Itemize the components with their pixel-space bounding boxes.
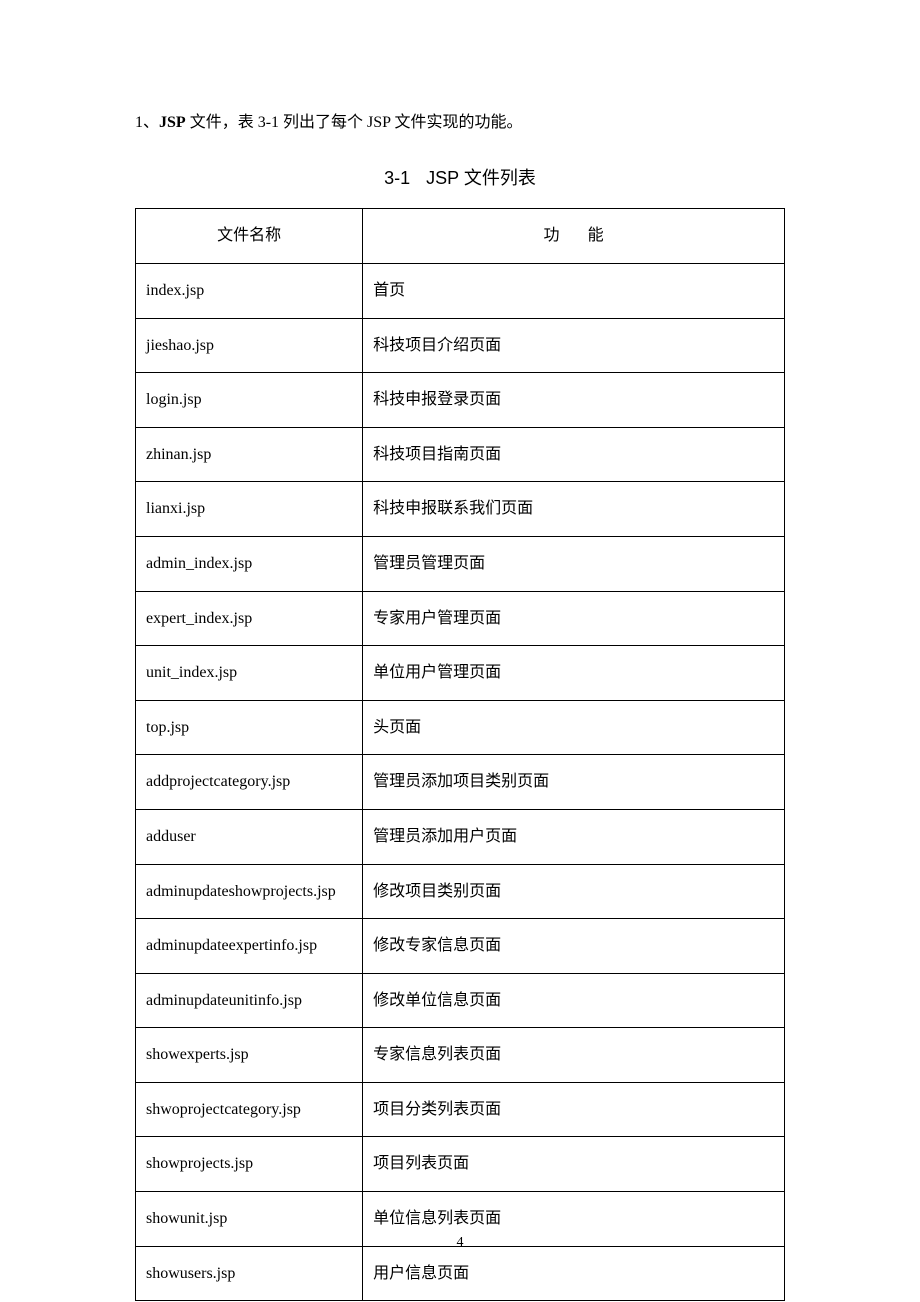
- cell-filename: jieshao.jsp: [136, 318, 363, 373]
- cell-filename: showprojects.jsp: [136, 1137, 363, 1192]
- table-row: lianxi.jsp科技申报联系我们页面: [136, 482, 785, 537]
- cell-filename: adminupdateexpertinfo.jsp: [136, 919, 363, 974]
- table-row: top.jsp头页面: [136, 700, 785, 755]
- cell-function: 项目分类列表页面: [363, 1082, 785, 1137]
- table-row: admin_index.jsp管理员管理页面: [136, 536, 785, 591]
- table-row: addprojectcategory.jsp管理员添加项目类别页面: [136, 755, 785, 810]
- table-row: adminupdateunitinfo.jsp修改单位信息页面: [136, 973, 785, 1028]
- table-row: showexperts.jsp专家信息列表页面: [136, 1028, 785, 1083]
- column-header-filename: 文件名称: [136, 209, 363, 264]
- cell-function: 修改项目类别页面: [363, 864, 785, 919]
- cell-filename: showusers.jsp: [136, 1246, 363, 1301]
- intro-text: 1、JSP 文件，表 3-1 列出了每个 JSP 文件实现的功能。: [135, 110, 785, 136]
- cell-filename: expert_index.jsp: [136, 591, 363, 646]
- cell-function: 管理员管理页面: [363, 536, 785, 591]
- cell-filename: showexperts.jsp: [136, 1028, 363, 1083]
- cell-function: 首页: [363, 263, 785, 318]
- cell-function: 单位用户管理页面: [363, 646, 785, 701]
- intro-prefix: 1、: [135, 114, 159, 131]
- cell-filename: adduser: [136, 809, 363, 864]
- jsp-files-table: 文件名称 功能 index.jsp首页jieshao.jsp科技项目介绍页面lo…: [135, 208, 785, 1301]
- cell-filename: top.jsp: [136, 700, 363, 755]
- cell-function: 管理员添加项目类别页面: [363, 755, 785, 810]
- cell-function: 用户信息页面: [363, 1246, 785, 1301]
- cell-function: 修改单位信息页面: [363, 973, 785, 1028]
- table-row: unit_index.jsp单位用户管理页面: [136, 646, 785, 701]
- cell-function: 项目列表页面: [363, 1137, 785, 1192]
- cell-function: 修改专家信息页面: [363, 919, 785, 974]
- page-number: 4: [0, 1232, 920, 1254]
- table-row: adminupdateexpertinfo.jsp修改专家信息页面: [136, 919, 785, 974]
- cell-filename: adminupdateunitinfo.jsp: [136, 973, 363, 1028]
- table-row: showusers.jsp用户信息页面: [136, 1246, 785, 1301]
- intro-rest: 文件，表 3-1 列出了每个 JSP 文件实现的功能。: [186, 114, 523, 131]
- table-header-row: 文件名称 功能: [136, 209, 785, 264]
- table-row: showprojects.jsp项目列表页面: [136, 1137, 785, 1192]
- table-row: expert_index.jsp专家用户管理页面: [136, 591, 785, 646]
- cell-filename: index.jsp: [136, 263, 363, 318]
- cell-filename: zhinan.jsp: [136, 427, 363, 482]
- column-header-function-a: 功: [544, 227, 560, 244]
- table-row: adminupdateshowprojects.jsp修改项目类别页面: [136, 864, 785, 919]
- cell-function: 管理员添加用户页面: [363, 809, 785, 864]
- cell-filename: unit_index.jsp: [136, 646, 363, 701]
- cell-function: 科技申报登录页面: [363, 373, 785, 428]
- cell-function: 头页面: [363, 700, 785, 755]
- intro-bold: JSP: [159, 114, 186, 131]
- column-header-function-b: 能: [588, 227, 604, 244]
- table-title-number: 3-1: [384, 168, 410, 188]
- table-row: login.jsp科技申报登录页面: [136, 373, 785, 428]
- cell-filename: shwoprojectcategory.jsp: [136, 1082, 363, 1137]
- table-title-text: JSP 文件列表: [426, 168, 536, 188]
- cell-function: 科技项目指南页面: [363, 427, 785, 482]
- cell-filename: adminupdateshowprojects.jsp: [136, 864, 363, 919]
- table-row: zhinan.jsp科技项目指南页面: [136, 427, 785, 482]
- cell-function: 科技项目介绍页面: [363, 318, 785, 373]
- cell-filename: lianxi.jsp: [136, 482, 363, 537]
- table-row: shwoprojectcategory.jsp项目分类列表页面: [136, 1082, 785, 1137]
- cell-filename: admin_index.jsp: [136, 536, 363, 591]
- table-title: 3-1 JSP 文件列表: [135, 164, 785, 193]
- table-row: index.jsp首页: [136, 263, 785, 318]
- table-row: adduser管理员添加用户页面: [136, 809, 785, 864]
- cell-function: 专家用户管理页面: [363, 591, 785, 646]
- cell-function: 科技申报联系我们页面: [363, 482, 785, 537]
- column-header-function: 功能: [363, 209, 785, 264]
- table-row: jieshao.jsp科技项目介绍页面: [136, 318, 785, 373]
- cell-function: 专家信息列表页面: [363, 1028, 785, 1083]
- cell-filename: login.jsp: [136, 373, 363, 428]
- cell-filename: addprojectcategory.jsp: [136, 755, 363, 810]
